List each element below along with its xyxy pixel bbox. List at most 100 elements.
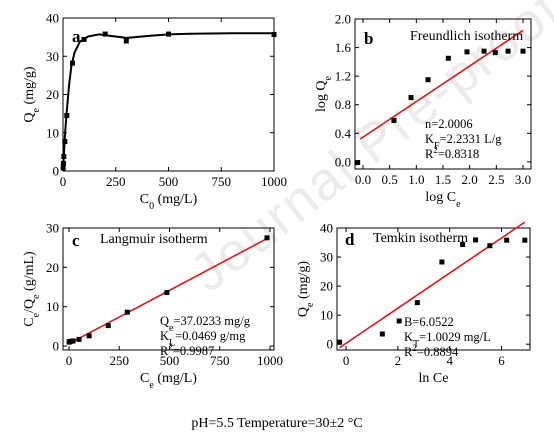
- data-point-b-0: [355, 160, 361, 166]
- x-tick-label-d-3: 6: [498, 353, 505, 368]
- x-axis-label-a: C0 (mg/L): [140, 192, 198, 212]
- y-tick-label-d-1: 10: [320, 308, 333, 323]
- data-point-d-3: [414, 300, 420, 306]
- panel-c: 0 250 500 750 1000 0 10 20 30 Ce (mg/L) Ce/Qe (g/m…: [22, 221, 283, 391]
- y-tick-label-b-2: 0.8: [335, 97, 351, 112]
- data-point-b-3: [425, 77, 431, 83]
- fit-parameter-b-2: R2=0.8318: [425, 145, 479, 161]
- data-point-d-9: [522, 237, 528, 243]
- data-point-b-1: [391, 117, 397, 123]
- x-tick-label-d-1: 2: [395, 353, 402, 368]
- x-tick-label-b-5: 2.5: [488, 172, 504, 187]
- data-point-c-6: [105, 323, 111, 329]
- data-point-c-9: [264, 235, 270, 241]
- panel-label-c: c: [72, 231, 80, 250]
- data-point-a-10: [271, 31, 277, 37]
- data-point-c-3: [70, 338, 76, 344]
- x-tick-label-a-4: 1000: [261, 174, 287, 189]
- y-axis-label-b: log Qe: [314, 75, 334, 112]
- data-point-c-8: [164, 290, 170, 296]
- x-tick-label-a-0: 0: [60, 174, 67, 189]
- x-tick-label-b-3: 1.5: [435, 172, 451, 187]
- y-tick-label-c-0: 0: [53, 339, 60, 354]
- fit-line-b: [359, 29, 524, 140]
- y-tick-label-b-5: 2.0: [335, 12, 351, 27]
- y-axis-label-c: Ce/Qe (g/mL): [22, 251, 42, 327]
- data-point-d-6: [473, 237, 479, 243]
- data-point-d-8: [504, 237, 510, 243]
- fit-parameter-d-0: B=6.0522: [404, 315, 454, 329]
- x-axis-label-c: Ce (mg/L): [140, 371, 197, 391]
- fit-line-d: [339, 221, 526, 349]
- data-point-c-4: [76, 336, 82, 342]
- data-point-d-2: [396, 318, 402, 324]
- x-tick-label-a-3: 750: [212, 174, 232, 189]
- fit-parameter-b-1: KF=2.2331 L/g: [425, 132, 502, 152]
- panel-title-c: Langmuir isotherm: [100, 232, 208, 247]
- y-tick-label-d-3: 30: [320, 250, 333, 265]
- y-tick-label-a-2: 20: [46, 87, 59, 102]
- data-point-a-4: [64, 113, 70, 119]
- y-tick-label-a-1: 10: [46, 125, 59, 140]
- y-axis-label-d: Qe (mg/g): [296, 261, 316, 318]
- data-point-d-1: [379, 331, 385, 337]
- x-tick-label-c-0: 0: [66, 353, 73, 368]
- data-point-a-8: [123, 38, 129, 44]
- y-tick-label-b-3: 1.2: [335, 69, 351, 84]
- fit-line-a: [62, 32, 274, 172]
- fit-parameter-c-2: R2=0.9987: [160, 342, 214, 358]
- x-axis-label-b: log Ce: [425, 190, 461, 210]
- data-point-b-2: [408, 95, 414, 101]
- data-point-c-5: [86, 333, 92, 339]
- data-point-b-8: [505, 48, 511, 54]
- data-point-a-3: [62, 139, 68, 145]
- fit-parameter-b-0: n=2.0006: [425, 117, 473, 131]
- fit-parameter-c-0: Qe=37.0233 mg/g: [160, 314, 251, 334]
- x-tick-label-b-1: 0.5: [382, 172, 398, 187]
- plot-frame-c: [62, 227, 275, 351]
- y-tick-label-a-0: 0: [53, 164, 60, 179]
- y-tick-label-d-2: 20: [320, 279, 333, 294]
- data-point-a-6: [81, 36, 87, 42]
- x-tick-label-c-3: 750: [210, 353, 230, 368]
- data-point-b-5: [464, 49, 470, 55]
- data-point-a-0: [60, 165, 66, 171]
- plot-frame-a: [62, 17, 275, 172]
- y-tick-label-c-3: 30: [46, 221, 59, 236]
- panel-label-a: a: [72, 27, 81, 46]
- data-point-b-6: [481, 48, 487, 54]
- figure-caption: pH=5.5 Temperature=30±2 °C: [191, 416, 363, 431]
- plot-frame-d: [336, 227, 531, 351]
- x-tick-label-c-2: 500: [160, 353, 180, 368]
- y-tick-label-d-4: 40: [320, 221, 333, 236]
- fit-parameter-d-1: KT=1.0029 mg/L: [404, 330, 491, 350]
- data-point-b-9: [520, 48, 526, 54]
- data-point-a-5: [69, 60, 75, 66]
- fit-parameter-c-1: KL=0.0469 g/mg: [160, 329, 246, 349]
- data-point-a-1: [60, 160, 66, 166]
- y-tick-label-a-4: 40: [46, 11, 59, 26]
- x-axis-label-d: ln Ce: [419, 371, 449, 386]
- fit-parameter-d-2: R2=0.8894: [404, 343, 459, 359]
- data-point-b-7: [492, 50, 498, 56]
- y-tick-label-d-0: 0: [327, 337, 334, 352]
- data-point-d-4: [439, 259, 445, 265]
- y-tick-label-a-3: 30: [46, 49, 59, 64]
- x-tick-label-b-4: 2.0: [462, 172, 478, 187]
- data-point-a-2: [61, 153, 67, 159]
- x-tick-label-b-6: 3.0: [515, 172, 531, 187]
- data-point-c-7: [124, 309, 130, 315]
- panel-title-b: Freundlich isotherm: [410, 29, 523, 44]
- y-tick-label-b-4: 1.6: [335, 40, 352, 55]
- data-point-a-9: [166, 31, 171, 37]
- panel-label-d: d: [345, 230, 355, 249]
- x-tick-label-d-0: 0: [343, 353, 350, 368]
- x-tick-label-b-0: 0.0: [355, 172, 371, 187]
- y-tick-label-b-1: 0.4: [335, 126, 352, 141]
- y-tick-label-b-0: 0.0: [335, 154, 351, 169]
- panel-d: 0 2 4 6 0 10 20 30 40 ln Ce Qe (mg/g) d Temkin isoth…: [296, 221, 531, 386]
- panel-title-d: Temkin isotherm: [373, 231, 468, 246]
- x-tick-label-c-1: 250: [110, 353, 130, 368]
- data-point-a-7: [102, 31, 108, 37]
